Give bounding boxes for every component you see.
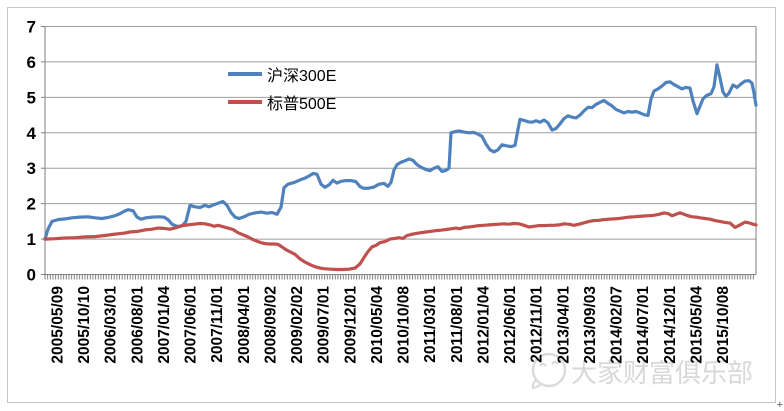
cell-cursor-plus: + (776, 399, 783, 411)
legend-item-hs300e: 沪深300E (228, 60, 336, 88)
x-tick-label: 2015/05/04 (688, 286, 705, 364)
x-tick-label: 2005/10/10 (76, 286, 93, 364)
chart-frame (7, 7, 776, 403)
x-tick-label: 2006/08/01 (129, 286, 146, 364)
legend-line-swatch-red (228, 100, 262, 104)
legend-label: 沪深300E (267, 68, 337, 85)
y-tick-label: 4 (27, 124, 37, 143)
x-minor-ticks (44, 274, 754, 280)
x-tick-label: 2009/02/02 (289, 286, 306, 364)
y-tick-label: 0 (27, 266, 36, 285)
x-tick-label: 2014/07/01 (635, 286, 652, 364)
x-tick-label: 2014/12/01 (662, 286, 679, 364)
y-tick-label: 7 (27, 18, 36, 37)
y-tick-label: 6 (27, 53, 36, 72)
x-tick-label: 2011/08/01 (449, 286, 466, 363)
y-tick-label: 2 (27, 195, 36, 214)
x-axis-labels: 2005/05/09 2005/10/10 2006/03/01 2006/08/01… (50, 286, 733, 364)
x-tick-label: 2007/11/01 (209, 286, 226, 363)
chart-legend: 沪深300E 标普500E (228, 60, 336, 116)
x-tick-label: 2012/06/01 (502, 286, 519, 364)
legend-label: 标普500E (267, 96, 337, 113)
x-tick-label: 2008/04/01 (236, 286, 253, 364)
x-tick-label: 2011/03/01 (422, 286, 439, 363)
legend-item-sp500e: 标普500E (228, 88, 336, 116)
x-tick-label: 2007/06/01 (183, 286, 200, 364)
x-tick-label: 2012/01/04 (475, 286, 492, 364)
x-tick-label: 2005/05/09 (50, 286, 67, 364)
series-line-1 (43, 211, 758, 272)
x-tick-label: 2010/05/04 (369, 286, 386, 364)
x-tick-label: 2013/04/01 (555, 286, 572, 364)
x-tick-label: 2007/01/04 (156, 286, 173, 364)
x-tick-label: 2009/07/01 (316, 286, 333, 364)
x-tick-label: 2006/03/01 (103, 286, 120, 364)
x-tick-label: 2009/12/01 (342, 286, 359, 364)
series-line-0 (43, 63, 758, 241)
legend-line-swatch-blue (228, 72, 262, 76)
x-tick-label: 2015/10/08 (715, 286, 732, 364)
x-tick-label: 2008/09/02 (262, 286, 279, 364)
y-tick-label: 3 (27, 159, 36, 178)
x-tick-label: 2010/10/08 (396, 286, 413, 364)
y-tick-label: 1 (27, 230, 36, 249)
y-tick-label: 5 (27, 88, 36, 107)
x-tick-label: 2014/02/07 (609, 286, 626, 364)
x-tick-label: 2012/11/01 (529, 286, 546, 363)
y-axis-labels: 0 1 2 3 4 5 6 7 (27, 18, 37, 285)
x-tick-label: 2013/09/03 (582, 286, 599, 364)
axes (44, 26, 757, 275)
